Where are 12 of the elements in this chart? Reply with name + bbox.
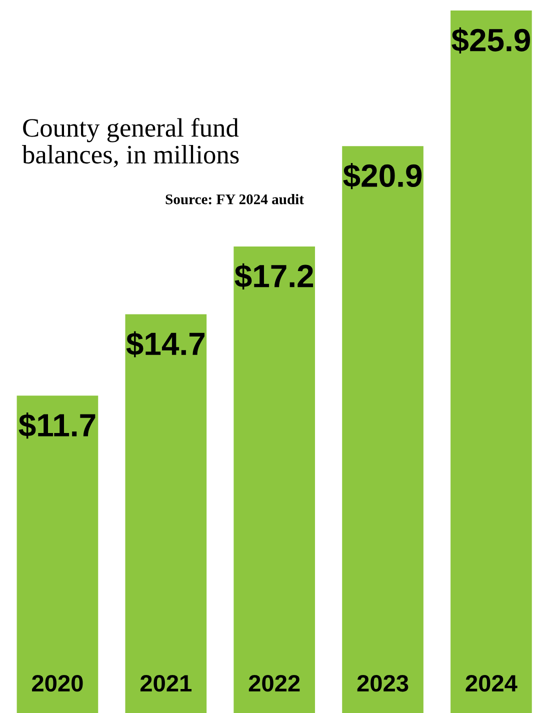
x-tick-label: 2020	[32, 674, 83, 692]
data-label: $20.9	[343, 163, 422, 190]
x-tick-label: 2021	[140, 674, 192, 692]
x-tick-label: 2022	[248, 674, 300, 692]
data-label: $14.7	[126, 331, 204, 358]
x-tick-label: 2023	[357, 674, 408, 692]
annotation: Source: FY 2024 audit	[166, 194, 304, 204]
data-label: $25.9	[452, 27, 530, 54]
x-tick-label: 2024	[466, 674, 518, 692]
data-label: $11.7	[18, 412, 96, 439]
text: County general fund balances, in millions	[22, 118, 239, 168]
data-label: $17.2	[234, 263, 314, 290]
